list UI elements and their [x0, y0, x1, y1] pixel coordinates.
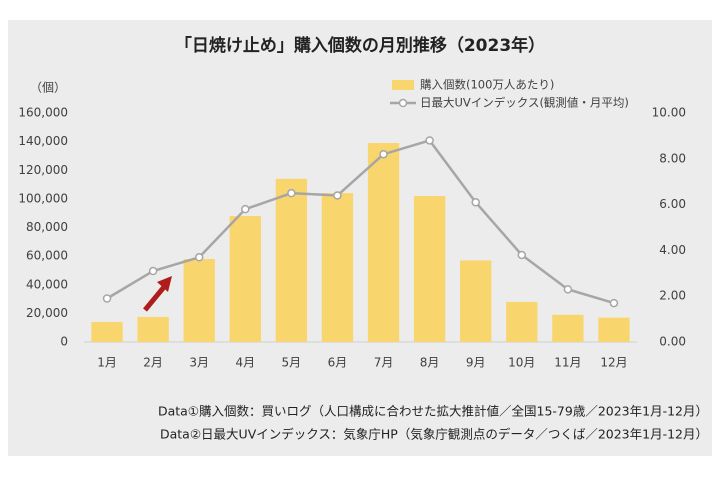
line-point	[148, 266, 158, 276]
legend-label: 購入個数(100万人あたり)	[420, 78, 554, 92]
x-tick-label: 2月	[143, 356, 163, 370]
x-tick-label: 8月	[420, 356, 440, 370]
line-point	[563, 285, 573, 294]
footnote: Data①購入個数：買いログ（人口構成に合わせた拡大推計値／全国15-79歳／2…	[158, 404, 708, 419]
bar	[598, 317, 630, 342]
bar	[367, 143, 400, 342]
bar	[137, 316, 169, 342]
y-tick-label: 140,000	[18, 134, 68, 148]
bar	[460, 260, 492, 342]
x-tick-label: 3月	[189, 356, 209, 370]
footnote: Data②日最大UVインデックス：気象庁HP（気象庁観測点のデータ／つくば／20…	[160, 427, 708, 442]
bar	[229, 216, 261, 342]
bar	[321, 193, 354, 342]
line-point	[609, 298, 619, 308]
y-tick-label: 20,000	[26, 306, 68, 320]
y2-tick-label: 2.00	[659, 289, 686, 303]
x-tick-label: 6月	[328, 356, 348, 370]
bar	[91, 321, 123, 342]
y2-tick-label: 6.00	[659, 197, 686, 211]
x-tick-label: 12月	[600, 356, 627, 370]
y-tick-label: 160,000	[18, 106, 68, 120]
chart-title: 「日焼け止め」購入個数の月別推移（2023年）	[175, 35, 545, 56]
line-point	[517, 250, 527, 260]
y-tick-label: 100,000	[18, 191, 68, 205]
y2-tick-label: 8.00	[659, 151, 686, 165]
annotation-arrowhead	[157, 276, 172, 292]
x-tick-label: 10月	[508, 356, 535, 370]
line-point	[194, 253, 204, 262]
line-point	[379, 149, 388, 159]
y2-tick-label: 10.00	[652, 106, 686, 120]
legend-swatch	[398, 98, 408, 108]
bar	[275, 178, 308, 342]
bar	[506, 301, 538, 342]
line-point	[241, 204, 250, 214]
legend-swatch	[392, 80, 414, 90]
line-point	[425, 136, 434, 145]
bar	[413, 196, 446, 342]
bar	[552, 314, 584, 342]
x-tick-label: 7月	[374, 356, 394, 370]
panel	[8, 20, 712, 456]
x-tick-label: 5月	[282, 356, 302, 370]
y-tick-label: 80,000	[26, 220, 68, 234]
y-tick-label: 60,000	[26, 249, 68, 263]
y2-tick-label: 4.00	[659, 243, 686, 257]
y2-tick-label: 0.00	[659, 335, 686, 349]
y-tick-label: 0	[60, 335, 68, 349]
x-tick-label: 9月	[466, 356, 486, 370]
bar	[183, 258, 215, 342]
y-tick-label: 120,000	[18, 163, 68, 177]
y-tick-label: 40,000	[26, 277, 68, 291]
line	[106, 139, 615, 305]
line-point	[333, 191, 342, 200]
annotation-arrow	[143, 285, 166, 312]
x-tick-label: 1月	[97, 356, 117, 370]
x-tick-label: 11月	[554, 356, 581, 370]
y-unit-label: （個）	[30, 81, 66, 95]
x-tick-label: 4月	[235, 356, 255, 370]
line-point	[102, 294, 112, 303]
line-point	[471, 198, 480, 207]
line-point	[287, 188, 296, 198]
legend-label: 日最大UVインデックス(観測値・月平均)	[420, 96, 629, 110]
